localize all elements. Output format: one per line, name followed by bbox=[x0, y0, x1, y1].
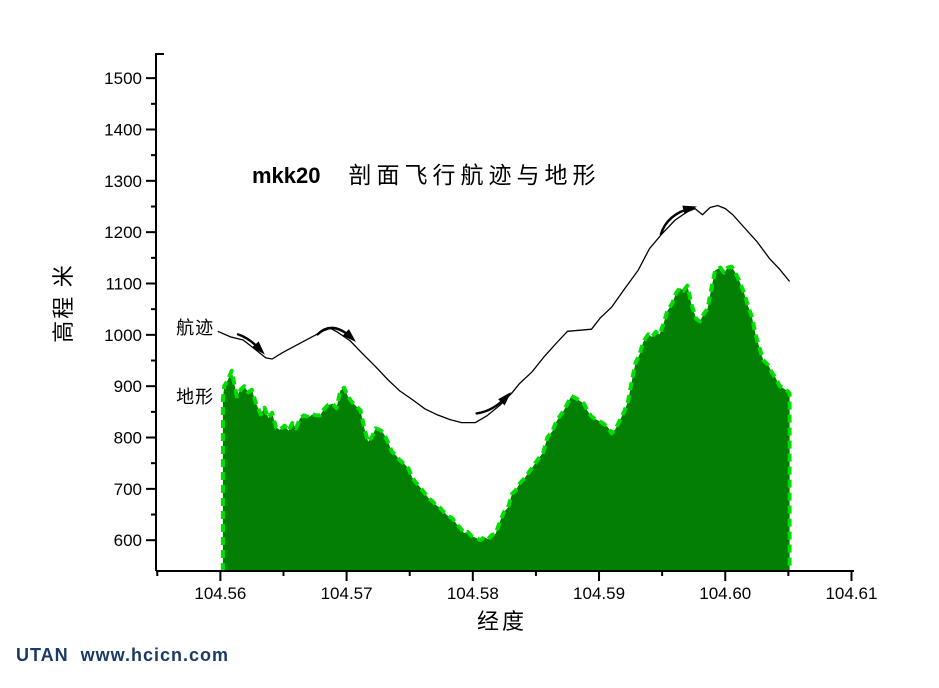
x-tick-label: 104.61 bbox=[825, 584, 877, 603]
y-tick-label: 1400 bbox=[104, 120, 142, 139]
flight-arrow-head bbox=[498, 392, 511, 406]
y-tick-label: 1500 bbox=[104, 69, 142, 88]
x-tick-label: 104.57 bbox=[321, 584, 373, 603]
x-tick-label: 104.56 bbox=[194, 584, 246, 603]
chart-title-prefix: mkk20 bbox=[252, 163, 321, 188]
trajectory-line bbox=[217, 204, 791, 424]
y-tick-label: 1100 bbox=[105, 275, 142, 294]
y-tick-label: 600 bbox=[114, 531, 142, 550]
y-tick-label: 1000 bbox=[104, 326, 142, 345]
flight-arrow-head bbox=[342, 329, 356, 343]
y-axis-title: 高程 米 bbox=[51, 263, 76, 343]
x-tick-label: 104.59 bbox=[573, 584, 625, 603]
x-tick-label: 104.58 bbox=[447, 584, 499, 603]
y-tick-label: 800 bbox=[114, 429, 142, 448]
trajectory-series-label: 航迹 bbox=[176, 317, 215, 338]
terrain-area bbox=[222, 266, 790, 571]
y-tick-label: 1200 bbox=[104, 223, 142, 242]
x-axis-title: 经度 bbox=[476, 609, 528, 634]
y-tick-label: 1300 bbox=[104, 172, 142, 191]
flight-arrow-head bbox=[682, 205, 697, 215]
y-tick-label: 900 bbox=[114, 377, 142, 396]
y-tick-label: 700 bbox=[114, 480, 142, 499]
terrain-series-label: 地形 bbox=[176, 387, 215, 408]
terrain-outline bbox=[220, 264, 792, 571]
chart-title: mkk20 剖面飞行航迹与地形 bbox=[252, 156, 601, 190]
flight-arrow-head bbox=[252, 341, 265, 355]
x-tick-label: 104.60 bbox=[699, 584, 751, 603]
watermark-brand-text: UTAN www.hcicn.com bbox=[16, 645, 230, 665]
chart-title-text: 剖面飞行航迹与地形 bbox=[348, 163, 601, 188]
